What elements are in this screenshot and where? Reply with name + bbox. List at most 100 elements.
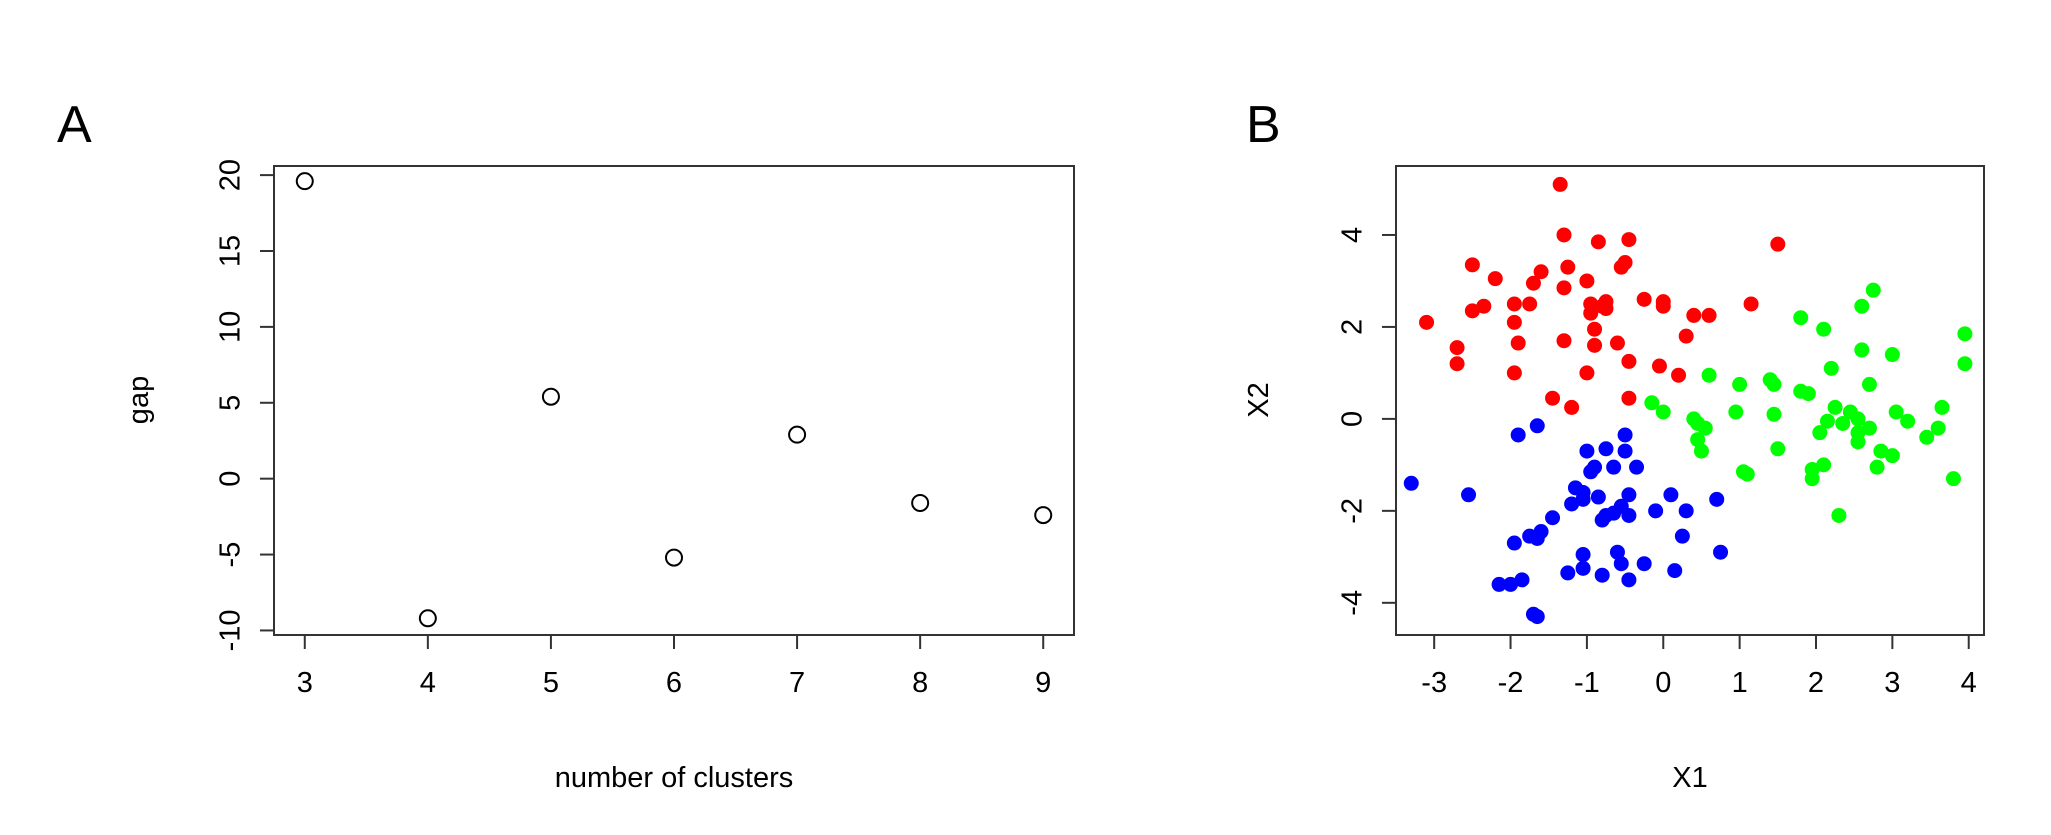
panel-a-x-tick-label: 9 [1035, 667, 1051, 699]
panel-a-y-tick-label: 15 [215, 235, 247, 267]
panel-b-point [1522, 296, 1538, 312]
panel-b-point [1766, 406, 1782, 422]
panel-b-point [1575, 560, 1591, 576]
panel-b-point [1617, 443, 1633, 459]
panel-b-point [1770, 441, 1786, 457]
panel-b-point [1812, 425, 1828, 441]
panel-b-point [1823, 360, 1839, 376]
panel-b-point [1621, 390, 1637, 406]
panel-b-point [1525, 275, 1541, 291]
panel-b-point [1506, 365, 1522, 381]
panel-b-point [1671, 367, 1687, 383]
panel-b-point [1827, 399, 1843, 415]
panel-b-point [1713, 544, 1729, 560]
panel-b-point [1678, 503, 1694, 519]
panel-a-point [788, 425, 807, 444]
panel-b-point [1686, 307, 1702, 323]
panel-b-point [1529, 418, 1545, 434]
panel-b-point [1819, 413, 1835, 429]
panel-b-point [1869, 459, 1885, 475]
panel-b-label: B [1246, 96, 1281, 154]
panel-b-point [1800, 386, 1816, 402]
panel-b-point [1816, 457, 1832, 473]
panel-b-point [1598, 301, 1614, 317]
panel-b-point [1556, 280, 1572, 296]
panel-b-point [1884, 448, 1900, 464]
panel-b-point [1506, 296, 1522, 312]
panel-b-point [1617, 255, 1633, 271]
panel-b-point [1449, 340, 1465, 356]
panel-b-point [1533, 264, 1549, 280]
panel-b-point [1606, 459, 1622, 475]
panel-b-point [1636, 291, 1652, 307]
panel-a-x-tick-label: 4 [420, 667, 436, 699]
panel-b-point [1831, 507, 1847, 523]
panel-b-point [1663, 487, 1679, 503]
panel-b-point [1621, 353, 1637, 369]
panel-b-point [1651, 358, 1667, 374]
panel-b-point [1556, 333, 1572, 349]
panel-b-point [1648, 503, 1664, 519]
panel-b-point [1934, 399, 1950, 415]
panel-b-point [1621, 507, 1637, 523]
panel-b-point [1533, 524, 1549, 540]
panel-b-point [1919, 429, 1935, 445]
panel-b-point [1464, 257, 1480, 273]
panel-b-point [1644, 395, 1660, 411]
panel-b-point [1865, 282, 1881, 298]
panel-b-point [1510, 427, 1526, 443]
panel-b-plot: -3 -2 -1 0 1 2 3 4 -4 -2 0 2 4 X1 X2 [1243, 165, 1985, 794]
panel-b-x-tick-label: 0 [1655, 667, 1671, 699]
panel-a-y-tick-label: 20 [215, 159, 247, 191]
panel-b-point [1461, 487, 1477, 503]
panel-b-x-axis: -3 -2 -1 0 1 2 3 4 [1421, 634, 1977, 699]
panel-b-point [1575, 491, 1591, 507]
panel-a-y-tick-label: -5 [215, 542, 247, 568]
panel-b-point [1560, 565, 1576, 581]
panel-b-point [1579, 443, 1595, 459]
panel-b-y-tick-label: -4 [1337, 590, 1369, 616]
panel-b-point [1678, 328, 1694, 344]
panel-a-y-axis-label: gap [123, 376, 155, 424]
panel-b-points [1403, 176, 1973, 625]
panel-b-point [1884, 347, 1900, 363]
panel-b-point [1770, 236, 1786, 252]
panel-b-x-tick-label: 1 [1732, 667, 1748, 699]
panel-b-point [1514, 572, 1530, 588]
panel-a-point [665, 548, 683, 567]
panel-a-plot: 3 4 5 6 7 8 9 -10 -5 0 5 10 15 20 number of clusters… [123, 159, 1075, 794]
panel-b-point [1636, 556, 1652, 572]
panel-b-point [1900, 413, 1916, 429]
panel-a-point [1034, 506, 1053, 525]
panel-b-y-axis: -4 -2 0 2 4 [1337, 227, 1397, 616]
panel-b-point [1564, 399, 1580, 415]
panel-b-point [1575, 547, 1591, 563]
panel-b-point [1957, 356, 1973, 372]
panel-a-point [541, 387, 560, 406]
panel-a-y-axis: -10 -5 0 5 10 15 20 [215, 159, 275, 651]
panel-b-point [1861, 376, 1877, 392]
panel-b-point [1419, 314, 1435, 330]
panel-a-x-axis: 3 4 5 6 7 8 9 [297, 634, 1051, 699]
panel-b-x-tick-label: 3 [1884, 667, 1900, 699]
panel-b-y-tick-label: 2 [1337, 319, 1369, 335]
panel-b-x-tick-label: 4 [1961, 667, 1977, 699]
panel-b-y-tick-label: 0 [1337, 411, 1369, 427]
panel-b-point [1506, 535, 1522, 551]
panel-a-y-tick-label: 0 [215, 471, 247, 487]
panel-b-point [1701, 307, 1717, 323]
panel-a-y-tick-label: 10 [215, 311, 247, 343]
panel-a-point [418, 609, 437, 628]
panel-b-point [1655, 404, 1671, 420]
panel-b-point [1583, 305, 1599, 321]
panel-b-frame [1395, 165, 1985, 636]
panel-b-point [1835, 415, 1851, 431]
panel-b-point [1598, 441, 1614, 457]
panel-b-point [1766, 376, 1782, 392]
panel-a-x-axis-label: number of clusters [555, 762, 794, 794]
panel-b-point [1861, 420, 1877, 436]
panel-b-point [1529, 609, 1545, 625]
panel-b-point [1621, 572, 1637, 588]
panel-b-point [1590, 489, 1606, 505]
